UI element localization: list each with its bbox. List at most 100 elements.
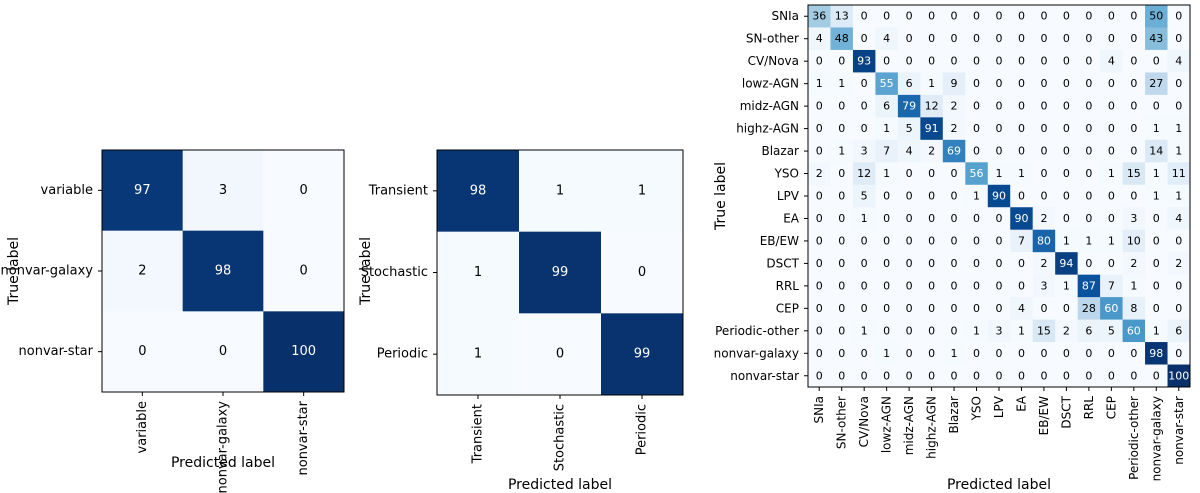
cm3-cell-value: 0 bbox=[1130, 145, 1137, 158]
cm3-cell-value: 0 bbox=[906, 347, 913, 360]
cm3-cell bbox=[987, 117, 1011, 141]
cm3-cell-value: 0 bbox=[883, 10, 890, 23]
cm3-cell-value: 0 bbox=[973, 369, 980, 382]
cm3-cell-value: 0 bbox=[951, 55, 958, 68]
cm3-y-axis-label: True label bbox=[713, 162, 729, 231]
cm3-cell bbox=[1077, 162, 1101, 186]
cm3-cell bbox=[897, 207, 921, 231]
cm3-cell-value: 0 bbox=[1018, 347, 1025, 360]
cm3-cell-value: 0 bbox=[1130, 10, 1137, 23]
cm1-cell-value: 2 bbox=[138, 264, 146, 279]
cm3-cell bbox=[1010, 184, 1034, 208]
cm3-x-tick-label: Periodic-other bbox=[1127, 396, 1141, 480]
cm3-cell-value: 0 bbox=[951, 167, 958, 180]
cm3-cell-value: 0 bbox=[1085, 100, 1092, 113]
cm3-cell bbox=[830, 72, 854, 96]
cm3-cell-value: 0 bbox=[906, 324, 913, 337]
cm3-cell bbox=[830, 5, 854, 28]
cm3-cell-value: 0 bbox=[1085, 32, 1092, 45]
cm3-cell bbox=[852, 94, 876, 118]
cm3-cell-value: 7 bbox=[1108, 279, 1115, 292]
cm3-cell bbox=[987, 72, 1011, 96]
cm3-cell-value: 0 bbox=[1018, 279, 1025, 292]
cm3-cell-value: 6 bbox=[1175, 324, 1182, 337]
cm3-cell bbox=[942, 49, 966, 73]
cm3-cell bbox=[1122, 207, 1146, 231]
cm3-cell bbox=[1167, 229, 1191, 253]
cm3-cell bbox=[1055, 207, 1079, 231]
cm3-cell-value: 15 bbox=[1037, 324, 1051, 337]
cm2-cell bbox=[601, 150, 684, 233]
cm3-cell-value: 0 bbox=[1153, 100, 1160, 113]
cm3-cell-value: 0 bbox=[861, 32, 868, 45]
cm3-cell bbox=[808, 139, 831, 163]
cm3-cell bbox=[987, 342, 1011, 365]
cm3-cell bbox=[875, 252, 899, 276]
cm3-cell-value: 0 bbox=[1130, 100, 1137, 113]
cm3-cell bbox=[1167, 27, 1191, 51]
cm3-cell bbox=[1032, 297, 1056, 320]
cm3-cell bbox=[987, 274, 1011, 298]
cm2-cell bbox=[437, 150, 520, 233]
cm3-cell bbox=[1145, 139, 1168, 163]
cm3-cell bbox=[1032, 229, 1056, 253]
cm3-cell bbox=[1032, 94, 1056, 118]
cm3-cell-value: 2 bbox=[1063, 324, 1070, 337]
cm3-cell-value: 1 bbox=[1175, 190, 1182, 203]
cm3-cell bbox=[830, 252, 854, 276]
cm3-cell-value: 4 bbox=[1018, 302, 1025, 315]
cm3-cell-value: 0 bbox=[928, 324, 935, 337]
cm3-cell bbox=[875, 27, 899, 51]
cm3-cell-value: 0 bbox=[973, 100, 980, 113]
cm3-cell bbox=[897, 94, 921, 118]
cm1-cell bbox=[102, 311, 184, 393]
cm3-cell bbox=[897, 297, 921, 320]
cm3-x-tick-label: Blazar bbox=[947, 396, 961, 434]
cm3-cell bbox=[1167, 207, 1191, 231]
cm3-cell bbox=[808, 229, 831, 253]
cm3-cell bbox=[1167, 364, 1191, 388]
cm3-cell bbox=[1145, 49, 1168, 73]
cm3-cell-value: 0 bbox=[1108, 32, 1115, 45]
cm3-cell-value: 6 bbox=[883, 100, 890, 113]
cm3-cell-value: 0 bbox=[973, 279, 980, 292]
cm3-cell-value: 0 bbox=[1063, 369, 1070, 382]
cm3-cell bbox=[1100, 252, 1123, 276]
cm3-cell bbox=[1055, 94, 1079, 118]
cm3-cell bbox=[830, 117, 854, 141]
cm3-cell bbox=[808, 94, 831, 118]
cm3-cell-value: 14 bbox=[1149, 145, 1163, 158]
cm3-cell-value: 0 bbox=[906, 55, 913, 68]
cm3-cell-value: 0 bbox=[996, 122, 1003, 135]
cm3-cell bbox=[965, 5, 989, 28]
cm3-cell-value: 1 bbox=[1175, 122, 1182, 135]
cm3-cell-value: 0 bbox=[1108, 77, 1115, 90]
cm3-cell bbox=[1145, 252, 1168, 276]
cm3-y-tick-label: DSCT bbox=[766, 256, 799, 270]
cm3-cell bbox=[1010, 72, 1034, 96]
cm3-cell bbox=[1122, 319, 1146, 343]
cm3-cell bbox=[875, 94, 899, 118]
cm3-cell bbox=[875, 297, 899, 320]
cm3-cell bbox=[1077, 319, 1101, 343]
cm3-cell bbox=[987, 319, 1011, 343]
cm3-cell bbox=[875, 184, 899, 208]
cm3-cell bbox=[942, 94, 966, 118]
cm3-cell bbox=[965, 207, 989, 231]
cm3-cell-value: 60 bbox=[1104, 302, 1118, 315]
cm3-cell bbox=[830, 297, 854, 320]
cm3-x-tick-label: SNIa bbox=[812, 396, 826, 424]
cm3-cell bbox=[920, 72, 944, 96]
cm3-cell-value: 0 bbox=[973, 302, 980, 315]
cm3-cell bbox=[852, 207, 876, 231]
cm3-cell-value: 0 bbox=[1063, 190, 1070, 203]
cm3-cell-value: 0 bbox=[883, 369, 890, 382]
cm3-cell-value: 0 bbox=[1018, 257, 1025, 270]
cm3-cell-value: 0 bbox=[996, 55, 1003, 68]
cm3-cell bbox=[1010, 229, 1034, 253]
cm3-cell bbox=[1032, 5, 1056, 28]
cm3-cell bbox=[1032, 252, 1056, 276]
cm3-cell-value: 0 bbox=[906, 167, 913, 180]
cm3-cell-value: 0 bbox=[951, 234, 958, 247]
cm3-cell bbox=[1032, 342, 1056, 365]
